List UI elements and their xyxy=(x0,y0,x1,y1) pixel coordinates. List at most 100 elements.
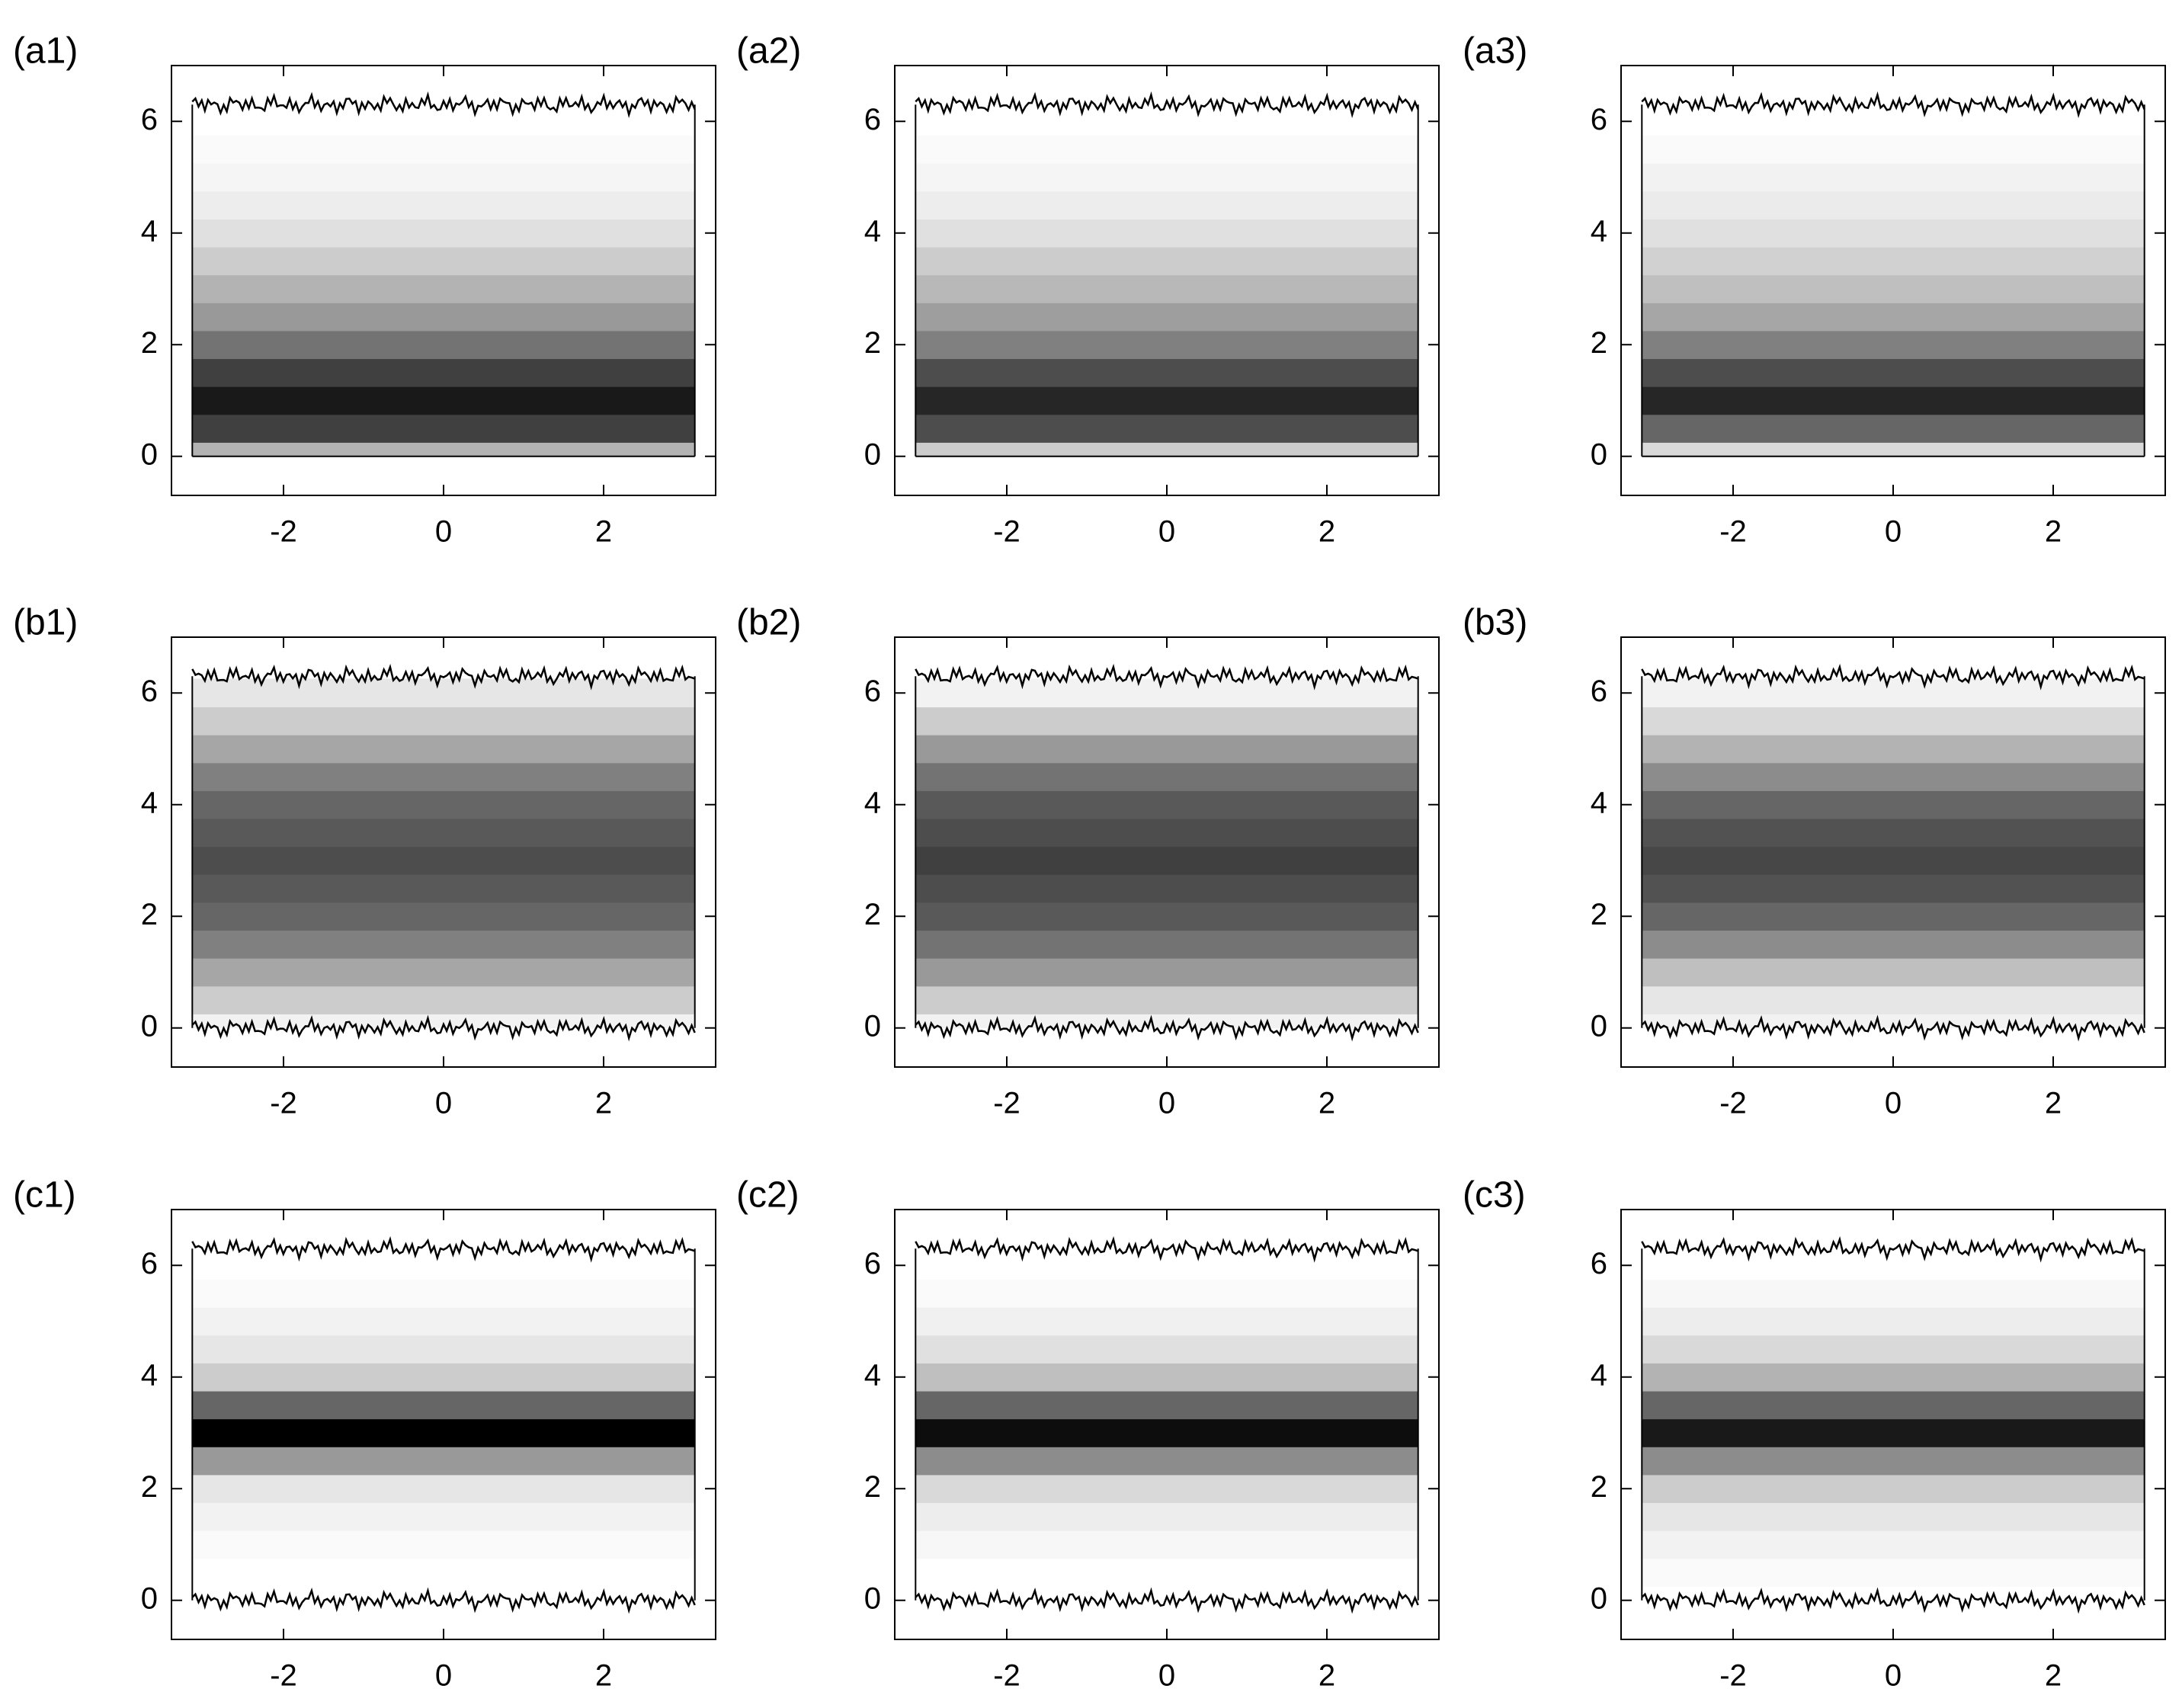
density-band xyxy=(191,414,696,443)
density-band xyxy=(915,191,1419,220)
density-band xyxy=(1641,218,2145,248)
boundary-line xyxy=(915,1014,1419,1042)
density-band xyxy=(1641,330,2145,360)
y-tick-label: 0 xyxy=(1591,437,1607,471)
density-band xyxy=(191,1418,696,1447)
y-tick-label: 0 xyxy=(1591,1009,1607,1043)
density-band xyxy=(191,734,696,764)
density-band xyxy=(191,985,696,1014)
boundary-line xyxy=(1641,1587,2145,1614)
density-band xyxy=(1641,246,2145,276)
x-tick-label: -2 xyxy=(1719,1659,1747,1693)
density-band xyxy=(191,274,696,303)
density-band xyxy=(1641,930,2145,959)
density-band xyxy=(1641,1362,2145,1392)
x-tick-label: 2 xyxy=(2045,1659,2062,1693)
x-tick-label: -2 xyxy=(1719,515,1747,549)
density-band xyxy=(1641,274,2145,303)
density-band xyxy=(1641,191,2145,220)
density-band xyxy=(1641,162,2145,192)
density-band xyxy=(915,678,1419,708)
density-band xyxy=(1641,734,2145,764)
density-band xyxy=(915,1306,1419,1336)
y-tick-label: 6 xyxy=(1591,1247,1607,1280)
density-band xyxy=(191,302,696,332)
y-tick-label: 6 xyxy=(1591,675,1607,708)
y-tick-label: 4 xyxy=(1591,1358,1607,1392)
y-tick-label: 2 xyxy=(864,898,881,931)
density-band xyxy=(915,330,1419,360)
x-tick-label: -2 xyxy=(270,515,297,549)
x-tick-label: -2 xyxy=(993,515,1021,549)
density-band xyxy=(915,1390,1419,1420)
density-band xyxy=(191,678,696,708)
y-tick-label: 2 xyxy=(1591,326,1607,360)
density-band xyxy=(191,707,696,735)
y-tick-label: 4 xyxy=(864,214,881,248)
y-tick-label: 2 xyxy=(141,898,158,931)
x-tick-label: 0 xyxy=(1158,515,1175,549)
y-tick-label: 6 xyxy=(141,103,158,136)
density-band xyxy=(191,1306,696,1336)
density-band xyxy=(191,441,696,457)
panel-label: (a3) xyxy=(1463,31,1527,72)
density-band xyxy=(191,818,696,848)
x-tick-label: -2 xyxy=(270,1087,297,1120)
density-band xyxy=(915,246,1419,276)
y-tick-label: 0 xyxy=(141,437,158,471)
density-band xyxy=(191,1390,696,1420)
panel-label: (c2) xyxy=(736,1175,799,1216)
density-band xyxy=(1641,1446,2145,1476)
x-tick-label: 0 xyxy=(1885,1087,1902,1120)
density-band xyxy=(915,707,1419,735)
panel: (a2) 0 2 4 6 -2 0 2 xyxy=(736,31,1440,549)
density-band xyxy=(191,1251,696,1280)
y-tick-label: 6 xyxy=(864,1247,881,1280)
density-band xyxy=(915,358,1419,387)
density-band xyxy=(915,790,1419,819)
panel-label: (c3) xyxy=(1463,1175,1526,1216)
boundary-line xyxy=(915,1235,1419,1263)
density-band xyxy=(915,873,1419,903)
density-band xyxy=(1641,386,2145,415)
density-band xyxy=(915,386,1419,415)
y-tick-label: 2 xyxy=(141,1470,158,1504)
boundary-line xyxy=(191,1014,696,1042)
density-band xyxy=(191,162,696,192)
density-band xyxy=(1641,1390,2145,1420)
density-band xyxy=(1641,873,2145,903)
density-band xyxy=(1641,762,2145,791)
density-band xyxy=(191,846,696,875)
density-band xyxy=(915,107,1419,136)
panel: (a3) 0 2 4 6 -2 0 2 xyxy=(1463,31,2166,549)
boundary-line xyxy=(191,91,696,118)
boundary-line xyxy=(1641,663,2145,691)
panel-label: (a1) xyxy=(13,31,78,72)
x-tick-label: 0 xyxy=(1885,515,1902,549)
y-tick-label: 6 xyxy=(864,675,881,708)
density-band xyxy=(915,218,1419,248)
boundary-line xyxy=(191,1235,696,1263)
density-band xyxy=(191,330,696,360)
boundary-line xyxy=(1641,91,2145,118)
density-band xyxy=(191,246,696,276)
x-tick-label: 0 xyxy=(435,1087,452,1120)
density-band xyxy=(1641,1306,2145,1336)
density-band xyxy=(191,107,696,136)
density-band xyxy=(915,930,1419,959)
y-tick-label: 2 xyxy=(141,326,158,360)
density-band xyxy=(1641,1530,2145,1559)
x-tick-label: 0 xyxy=(1885,1659,1902,1693)
density-band xyxy=(915,1279,1419,1308)
density-band xyxy=(191,1558,696,1587)
x-tick-label: 0 xyxy=(1158,1087,1175,1120)
density-band xyxy=(191,873,696,903)
y-tick-label: 4 xyxy=(864,1358,881,1392)
density-band xyxy=(1641,1418,2145,1447)
panel: (a1) 0 2 4 6 -2 0 2 xyxy=(13,31,716,549)
x-tick-label: -2 xyxy=(993,1659,1021,1693)
density-band xyxy=(191,135,696,164)
y-tick-label: 6 xyxy=(1591,103,1607,136)
y-tick-label: 0 xyxy=(141,1581,158,1615)
